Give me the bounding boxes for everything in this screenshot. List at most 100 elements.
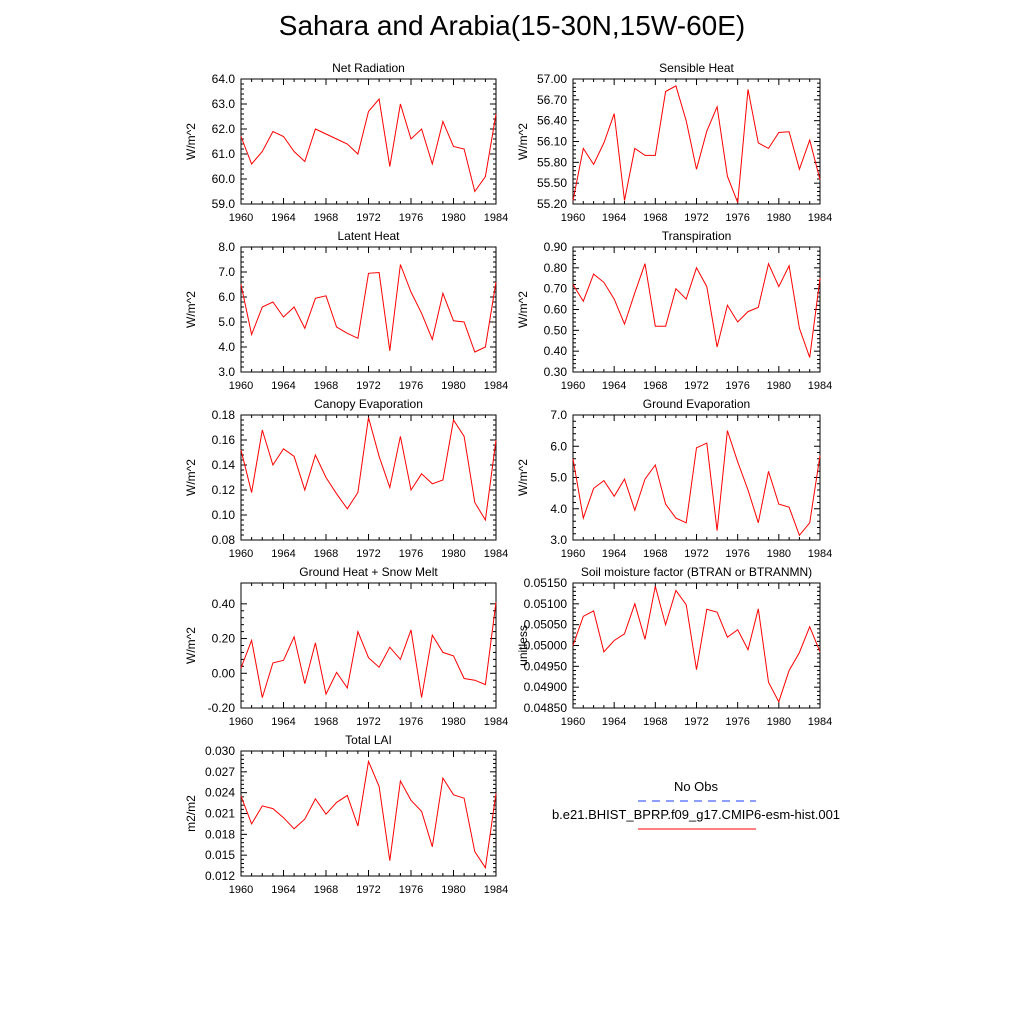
y-tick-label: 57.00	[537, 72, 567, 86]
plot-frame	[572, 414, 821, 541]
x-tick-label: 1980	[441, 380, 465, 392]
plot-frame	[240, 78, 497, 205]
x-tick-label: 1984	[484, 380, 508, 392]
x-tick-label: 1984	[484, 548, 508, 560]
y-axis-label: W/m^2	[516, 291, 530, 328]
x-tick-label: 1972	[356, 548, 380, 560]
x-tick-label: 1960	[229, 884, 253, 896]
y-tick-label: 0.80	[544, 261, 568, 275]
plot-frame	[240, 246, 497, 373]
x-tick-label: 1976	[399, 212, 423, 224]
x-tick-label: 1972	[684, 380, 708, 392]
y-axis-label: unitless	[516, 625, 530, 666]
y-tick-label: 60.0	[212, 172, 236, 186]
legend-obs-label: No Obs	[674, 779, 719, 794]
panel-1: Net Radiation W/m^2 1960 1964 1968 1972 1976 19…	[184, 61, 508, 224]
x-tick-label: 1964	[271, 212, 295, 224]
panel-3: Latent Heat W/m^2 1960 1964 1968 1972 1976 1980…	[184, 229, 508, 392]
x-tick-label: 1960	[229, 716, 253, 728]
x-tick-label: 1968	[643, 716, 667, 728]
series-line	[240, 264, 497, 353]
x-tick-label: 1976	[399, 716, 423, 728]
y-tick-label: 4.0	[218, 340, 235, 354]
y-tick-label: 0.50	[544, 323, 568, 337]
x-tick-label: 1980	[767, 716, 791, 728]
y-tick-label: 0.024	[205, 786, 235, 800]
y-tick-label: 0.05100	[524, 597, 568, 611]
series-line	[240, 417, 497, 522]
y-tick-label: 0.90	[544, 240, 568, 254]
series-line	[572, 262, 821, 358]
y-tick-label: 0.18	[212, 408, 236, 422]
x-tick-label: 1984	[484, 884, 508, 896]
y-tick-label: 59.0	[212, 197, 236, 211]
x-tick-label: 1984	[484, 212, 508, 224]
x-tick-label: 1960	[229, 212, 253, 224]
panel-title: Net Radiation	[332, 61, 405, 75]
x-tick-label: 1960	[561, 716, 585, 728]
y-tick-label: 0.04850	[524, 701, 568, 715]
y-axis-label: W/m^2	[516, 459, 530, 496]
panel-2: Sensible Heat W/m^2 1960 1964 1968 1972 1976 19…	[516, 61, 832, 224]
x-tick-label: 1972	[356, 884, 380, 896]
y-tick-label: 0.60	[544, 303, 568, 317]
y-tick-label: 0.00	[212, 666, 236, 680]
y-axis-label: W/m^2	[516, 123, 530, 160]
x-tick-label: 1972	[684, 548, 708, 560]
x-tick-label: 1976	[725, 548, 749, 560]
x-tick-label: 1980	[441, 716, 465, 728]
x-tick-label: 1968	[314, 716, 338, 728]
series-line	[572, 430, 821, 537]
x-tick-label: 1964	[602, 212, 626, 224]
y-tick-label: 0.021	[205, 807, 235, 821]
figure-title: Sahara and Arabia(15-30N,15W-60E)	[278, 10, 746, 41]
y-tick-label: 0.40	[212, 597, 236, 611]
y-tick-label: 3.0	[550, 533, 567, 547]
x-tick-label: 1980	[441, 548, 465, 560]
y-tick-label: 56.40	[537, 114, 567, 128]
x-tick-label: 1964	[271, 884, 295, 896]
y-axis-label: W/m^2	[184, 123, 198, 160]
y-tick-label: 0.12	[212, 483, 236, 497]
panel-title: Ground Evaporation	[643, 397, 750, 411]
x-tick-label: 1980	[767, 548, 791, 560]
x-tick-label: 1964	[602, 548, 626, 560]
x-tick-label: 1976	[725, 212, 749, 224]
y-tick-label: -0.20	[208, 701, 236, 715]
series-line	[572, 586, 821, 704]
y-tick-label: 55.50	[537, 176, 567, 190]
y-tick-label: 55.80	[537, 155, 567, 169]
x-tick-label: 1972	[684, 716, 708, 728]
x-tick-label: 1984	[484, 716, 508, 728]
y-tick-label: 63.0	[212, 97, 236, 111]
x-tick-label: 1980	[767, 212, 791, 224]
series-line	[240, 759, 497, 870]
y-tick-label: 0.030	[205, 744, 235, 758]
x-tick-label: 1980	[441, 212, 465, 224]
x-tick-label: 1964	[271, 380, 295, 392]
y-tick-label: 4.0	[550, 502, 567, 516]
x-tick-label: 1976	[725, 716, 749, 728]
legend-model-label: b.e21.BHIST_BPRP.f09_g17.CMIP6-esm-hist.…	[552, 807, 840, 822]
x-tick-label: 1972	[684, 212, 708, 224]
y-tick-label: 0.04950	[524, 659, 568, 673]
panel-title: Ground Heat + Snow Melt	[299, 565, 438, 579]
y-tick-label: 7.0	[218, 265, 235, 279]
series-line	[240, 97, 497, 193]
panel-title: Total LAI	[345, 733, 392, 747]
x-tick-label: 1968	[314, 548, 338, 560]
x-tick-label: 1980	[441, 884, 465, 896]
y-tick-label: 0.30	[544, 365, 568, 379]
x-tick-label: 1964	[271, 716, 295, 728]
y-tick-label: 0.14	[212, 458, 236, 472]
x-tick-label: 1976	[399, 884, 423, 896]
y-axis-label: W/m^2	[184, 291, 198, 328]
y-tick-label: 7.0	[550, 408, 567, 422]
x-tick-label: 1972	[356, 716, 380, 728]
y-tick-label: 0.08	[212, 533, 236, 547]
x-tick-label: 1976	[399, 548, 423, 560]
x-tick-label: 1964	[602, 380, 626, 392]
series-line	[572, 85, 821, 203]
y-tick-label: 0.70	[544, 282, 568, 296]
y-tick-label: 0.018	[205, 827, 235, 841]
